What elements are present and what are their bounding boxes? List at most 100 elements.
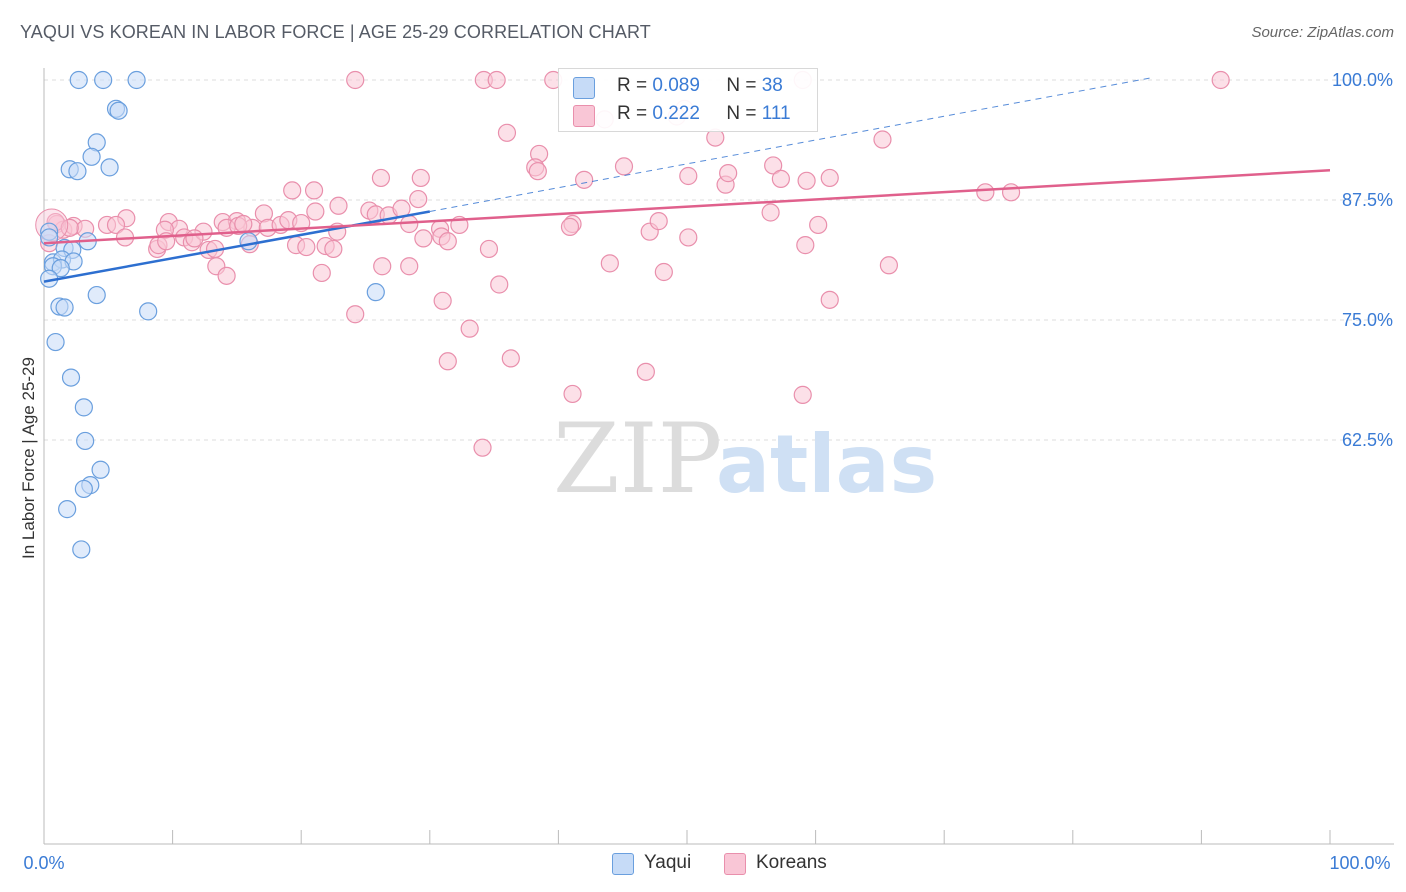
korean-point: [761, 203, 780, 222]
legend-n-value-yaqui: 38: [761, 75, 783, 96]
yaqui-point: [109, 101, 128, 120]
korean-point: [460, 319, 479, 338]
korean-point: [1211, 70, 1230, 90]
y-tick-label: 87.5%: [1342, 190, 1393, 210]
korean-point: [234, 214, 253, 234]
korean-point: [106, 215, 126, 235]
korean-point: [600, 254, 619, 273]
korean-point: [371, 168, 391, 188]
korean-point: [346, 70, 365, 90]
korean-points: [35, 70, 1230, 457]
legend-n-label: N =: [726, 103, 757, 124]
korean-point: [438, 352, 457, 371]
yaqui-point: [100, 158, 119, 177]
korean-point: [575, 170, 594, 189]
korean-point: [329, 196, 348, 215]
yaqui-point: [61, 368, 81, 387]
legend-n-label: N =: [726, 75, 757, 96]
korean-point: [820, 290, 839, 309]
yaqui-point: [91, 460, 110, 479]
korean-point: [487, 70, 506, 90]
series-legend: Yaqui Koreans: [0, 852, 1406, 878]
yaqui-point: [51, 259, 70, 278]
stats-legend: R = 0.089 N = 38 R = 0.222 N = 111: [558, 68, 818, 132]
korean-point: [771, 169, 790, 188]
korean-point: [306, 202, 325, 221]
korean-point: [312, 263, 331, 283]
korean-point: [679, 166, 698, 186]
korean-point: [414, 229, 433, 248]
y-tick-label: 62.5%: [1342, 430, 1393, 450]
yaqui-points: [40, 70, 385, 559]
legend-r-value-yaqui: 0.089: [652, 75, 700, 96]
korean-point: [976, 183, 995, 202]
korean-point: [654, 262, 673, 282]
korean-point: [879, 256, 899, 275]
korean-point: [433, 291, 452, 310]
korean-point: [563, 384, 582, 404]
korean-point: [679, 228, 698, 247]
y-axis-label: In Labor Force | Age 25-29: [19, 357, 38, 559]
korean-point: [400, 257, 419, 276]
legend-label-yaqui: Yaqui: [644, 852, 692, 873]
y-tick-label: 75.0%: [1342, 310, 1393, 330]
korean-point: [719, 164, 738, 183]
korean-point: [614, 157, 634, 176]
yaqui-point: [94, 70, 113, 90]
watermark-zip: ZIP: [553, 403, 722, 515]
x-ticks: [43, 830, 1331, 844]
watermark: ZIP atlas: [553, 403, 937, 515]
korean-point: [411, 168, 430, 188]
yaqui-point: [239, 232, 258, 251]
korean-point: [497, 123, 517, 142]
korean-trend-line: [43, 168, 1331, 245]
korean-point: [764, 156, 783, 175]
korean-point: [649, 212, 668, 231]
yaqui-point: [76, 431, 95, 451]
yaqui-trend-extension: [429, 77, 1151, 213]
korean-point: [797, 171, 816, 190]
legend-r-label: R =: [617, 103, 648, 124]
yaqui-point: [139, 302, 158, 321]
korean-point: [473, 438, 492, 457]
trend-lines: [43, 77, 1331, 283]
korean-point: [560, 217, 580, 236]
yaqui-point: [46, 332, 65, 352]
korean-point: [501, 349, 520, 368]
yaqui-point: [68, 162, 87, 181]
axes: [43, 68, 1394, 845]
x-tick-label-min: 0.0%: [23, 853, 64, 873]
korean-point: [304, 181, 324, 200]
korean-point: [217, 266, 236, 285]
yaqui-point: [74, 479, 93, 499]
watermark-atlas: atlas: [716, 418, 937, 511]
yaqui-point: [127, 70, 146, 90]
korean-point: [636, 362, 655, 381]
yaqui-point: [74, 398, 93, 417]
korean-point: [409, 189, 428, 209]
korean-point: [809, 215, 828, 235]
legend-r-value-koreans: 0.222: [652, 103, 700, 124]
korean-point: [373, 257, 392, 276]
korean-point: [490, 275, 509, 294]
x-tick-label-max: 100.0%: [1329, 853, 1390, 873]
legend-r-label: R =: [617, 75, 648, 96]
yaqui-legend-swatch: [612, 853, 634, 875]
korean-point: [185, 229, 204, 248]
y-tick-labels: 62.5% 75.0% 87.5% 100.0%: [1332, 70, 1393, 450]
yaqui-point: [69, 70, 88, 90]
source-label: Source: ZipAtlas.com: [1251, 24, 1394, 41]
yaqui-point: [72, 540, 91, 559]
korean-point: [1001, 183, 1021, 202]
yaqui-point: [87, 285, 106, 305]
korean-point: [438, 232, 457, 251]
korean-swatch: [573, 105, 595, 127]
korean-point: [283, 181, 302, 200]
korean-point: [346, 305, 365, 324]
yaqui-swatch: [573, 77, 595, 99]
korean-point: [479, 239, 499, 259]
korean-point: [820, 168, 839, 188]
legend-label-koreans: Koreans: [756, 852, 827, 873]
korean-point: [793, 385, 812, 404]
